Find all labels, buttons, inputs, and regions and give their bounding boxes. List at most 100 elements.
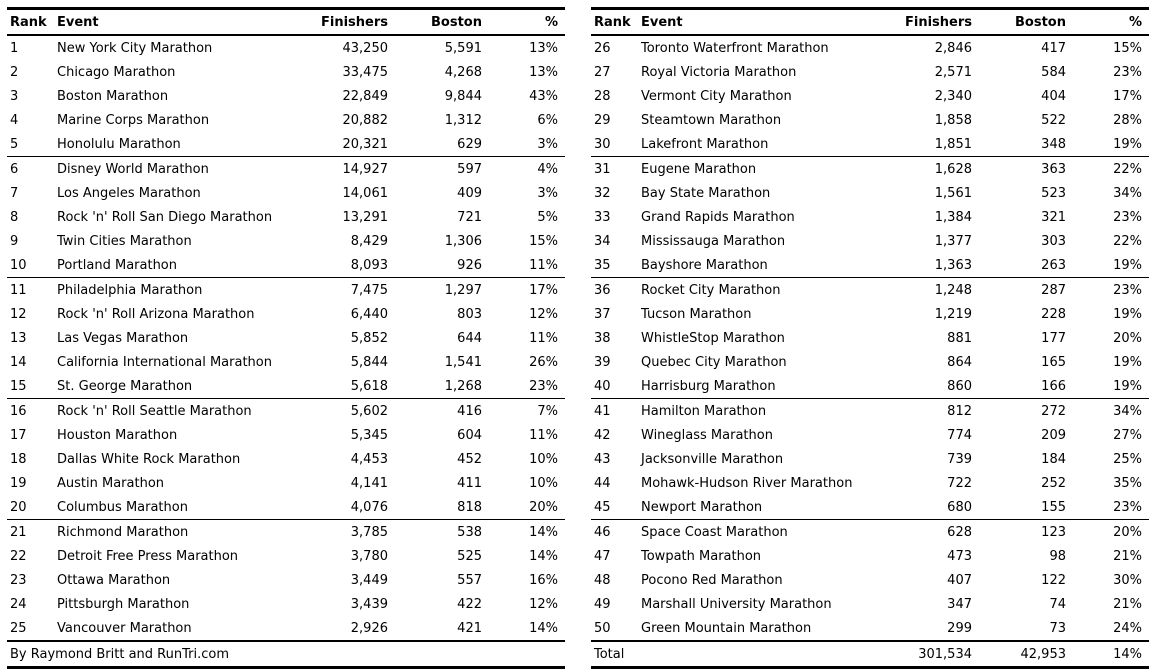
pct-cell: 3% [537,185,558,201]
boston-cell: 803 [457,306,482,322]
total-pct: 14% [1066,640,1149,668]
pct-cell: 13% [529,64,558,80]
event-cell: Rock 'n' Roll Seattle Marathon [57,403,252,419]
event-cell: Green Mountain Marathon [641,616,876,642]
table-row: 18 Dallas White Rock Marathon 4,453 452 10% [7,447,565,471]
rank-cell: 21 [10,524,27,540]
event-cell: Detroit Free Press Marathon [57,548,239,564]
finishers-cell: 881 [947,330,972,346]
finishers-cell: 43,250 [342,40,389,56]
pct-cell: 25% [1113,451,1142,467]
event-cell: Disney World Marathon [57,161,209,177]
event-cell: Las Vegas Marathon [57,330,189,346]
table-row: 36 Rocket City Marathon 1,248 287 23% [591,278,1149,303]
event-cell: Pocono Red Marathon [641,572,783,588]
finishers-cell: 5,618 [292,374,388,399]
pct-cell: 20% [482,495,565,520]
finishers-cell: 347 [947,596,972,612]
boston-cell: 252 [1041,475,1066,491]
rank-cell: 2 [10,64,19,80]
rank-cell: 50 [591,616,641,642]
rank-cell: 9 [10,233,19,249]
finishers-cell: 628 [947,524,972,540]
table-header: Rank Event Finishers Boston % [7,8,565,36]
pct-cell: 10% [529,451,558,467]
boston-cell: 348 [972,132,1066,157]
rank-cell: 42 [594,427,611,443]
finishers-cell: 3,449 [350,572,388,588]
event-cell: Rock 'n' Roll San Diego Marathon [57,209,273,225]
total-label: Total [591,640,876,668]
boston-cell: 525 [457,548,482,564]
pct-cell: 10% [529,475,558,491]
pct-cell: 20% [1113,524,1142,540]
pct-cell: 13% [529,40,558,56]
event-cell: WhistleStop Marathon [641,330,785,346]
table-row: 5 Honolulu Marathon 20,321 629 3% [7,132,565,157]
boston-cell: 416 [457,403,482,419]
boston-cell: 1,297 [444,282,482,298]
finishers-cell: 6,440 [350,306,388,322]
pct-cell: 19% [1066,132,1149,157]
table-body: 26 Toronto Waterfront Marathon 2,846 417 15%… [591,35,1149,642]
table-row: 3 Boston Marathon 22,849 9,844 43% [7,84,565,108]
pct-cell: 22% [1113,161,1142,177]
boston-cell: 523 [1041,185,1066,201]
col-header-event: Event [57,8,292,36]
event-cell: Richmond Marathon [57,524,189,540]
event-cell: St. George Marathon [57,374,292,399]
boston-cell: 155 [972,495,1066,520]
attribution-text: By Raymond Britt and RunTri.com [7,640,565,668]
table-row: 43 Jacksonville Marathon 739 184 25% [591,447,1149,471]
boston-cell: 123 [1041,524,1066,540]
pct-cell: 17% [529,282,558,298]
pct-cell: 34% [1113,185,1142,201]
pct-cell: 19% [1113,306,1142,322]
event-cell: Tucson Marathon [641,306,752,322]
pct-cell: 24% [1066,616,1149,642]
pct-cell: 16% [529,572,558,588]
finishers-cell: 5,852 [350,330,388,346]
event-cell: Eugene Marathon [641,161,757,177]
pct-cell: 14% [529,548,558,564]
boston-cell: 122 [1041,572,1066,588]
pct-cell: 17% [1113,88,1142,104]
event-cell: Portland Marathon [57,253,292,278]
boston-cell: 644 [457,330,482,346]
boston-cell: 417 [1041,40,1066,56]
finishers-cell: 407 [947,572,972,588]
table-row: 26 Toronto Waterfront Marathon 2,846 417 15% [591,35,1149,60]
pct-cell: 21% [1113,548,1142,564]
pct-cell: 34% [1113,403,1142,419]
boston-cell: 303 [1041,233,1066,249]
event-cell: Space Coast Marathon [641,524,788,540]
event-cell: Boston Marathon [57,88,169,104]
boston-cell: 263 [972,253,1066,278]
rank-cell: 35 [591,253,641,278]
total-row: Total 301,534 42,953 14% [591,640,1149,668]
table-row: 28 Vermont City Marathon 2,340 404 17% [591,84,1149,108]
rank-cell: 17 [10,427,27,443]
event-cell: Twin Cities Marathon [57,233,192,249]
boston-cell: 228 [1041,306,1066,322]
pct-cell: 23% [1113,209,1142,225]
boston-cell: 73 [972,616,1066,642]
finishers-cell: 4,141 [350,475,388,491]
finishers-cell: 1,384 [934,209,972,225]
table-row: 47 Towpath Marathon 473 98 21% [591,544,1149,568]
rank-cell: 38 [594,330,611,346]
event-cell: Jacksonville Marathon [641,451,784,467]
table-row: 24 Pittsburgh Marathon 3,439 422 12% [7,592,565,616]
finishers-cell: 680 [876,495,972,520]
event-cell: Philadelphia Marathon [57,282,203,298]
table-row: 35 Bayshore Marathon 1,363 263 19% [591,253,1149,278]
table-row: 48 Pocono Red Marathon 407 122 30% [591,568,1149,592]
pct-cell: 4% [537,161,558,177]
rank-cell: 10 [7,253,57,278]
pct-cell: 14% [529,524,558,540]
table-row: 40 Harrisburg Marathon 860 166 19% [591,374,1149,399]
table-row: 37 Tucson Marathon 1,219 228 19% [591,302,1149,326]
table-row: 34 Mississauga Marathon 1,377 303 22% [591,229,1149,253]
pct-cell: 26% [529,354,558,370]
event-cell: Newport Marathon [641,495,876,520]
